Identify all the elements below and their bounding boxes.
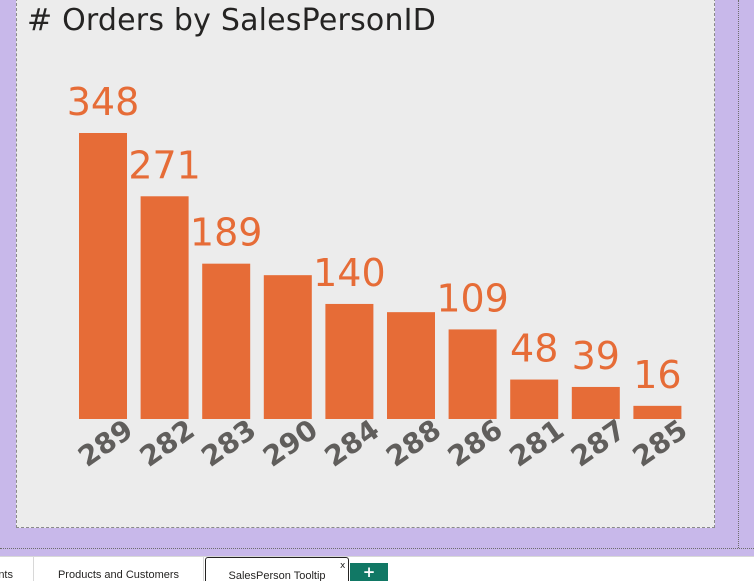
bar-281[interactable] [510, 379, 559, 419]
tab-salesperson-tooltip[interactable]: SalesPerson Tooltip [205, 557, 349, 581]
bar-chart[interactable]: 3482892712821892832901402842881092864828… [17, 0, 716, 529]
tab-products-and-customers[interactable]: Products and Customers [34, 557, 204, 581]
plus-icon: + [362, 563, 376, 581]
bar-282[interactable] [140, 196, 189, 419]
add-page-button[interactable]: + [350, 563, 388, 581]
bar-283[interactable] [202, 263, 251, 419]
focus-border-bottom [0, 548, 754, 549]
x-tick-label-289: 289 [72, 413, 139, 474]
x-tick-label-281: 281 [503, 413, 570, 474]
bar-289[interactable] [79, 133, 127, 419]
x-tick-label-287: 287 [565, 413, 632, 474]
data-label-289: 348 [67, 80, 140, 124]
data-label-287: 39 [572, 334, 620, 378]
x-tick-label-282: 282 [134, 413, 201, 474]
page-tab-bar: nts Products and Customers SalesPerson T… [0, 556, 754, 581]
data-label-285: 16 [633, 353, 681, 397]
chart-visual[interactable]: # Orders by SalesPersonID 348 289 271 282 18… [16, 0, 715, 528]
x-tick-label-288: 288 [380, 413, 447, 474]
data-label-284: 140 [313, 251, 386, 295]
bar-285[interactable] [633, 405, 682, 419]
data-label-282: 271 [128, 143, 201, 187]
bar-288[interactable] [387, 312, 435, 419]
x-tick-label-285: 285 [627, 413, 694, 474]
focus-border-right [738, 0, 739, 548]
x-tick-label-284: 284 [319, 413, 386, 474]
bar-284[interactable] [325, 303, 374, 419]
chart-title: # Orders by SalesPersonID [27, 3, 437, 38]
x-tick-label-290: 290 [257, 413, 324, 474]
bar-290[interactable] [263, 275, 312, 419]
bar-286[interactable] [448, 329, 497, 419]
x-tick-label-283: 283 [195, 413, 262, 474]
close-tab-icon[interactable]: x [340, 561, 346, 571]
tab-previous[interactable]: nts [0, 557, 34, 581]
data-label-283: 189 [190, 211, 263, 255]
bar-287[interactable] [571, 386, 620, 419]
x-tick-label-286: 286 [442, 413, 509, 474]
data-label-286: 109 [436, 276, 509, 320]
data-label-281: 48 [510, 327, 558, 371]
